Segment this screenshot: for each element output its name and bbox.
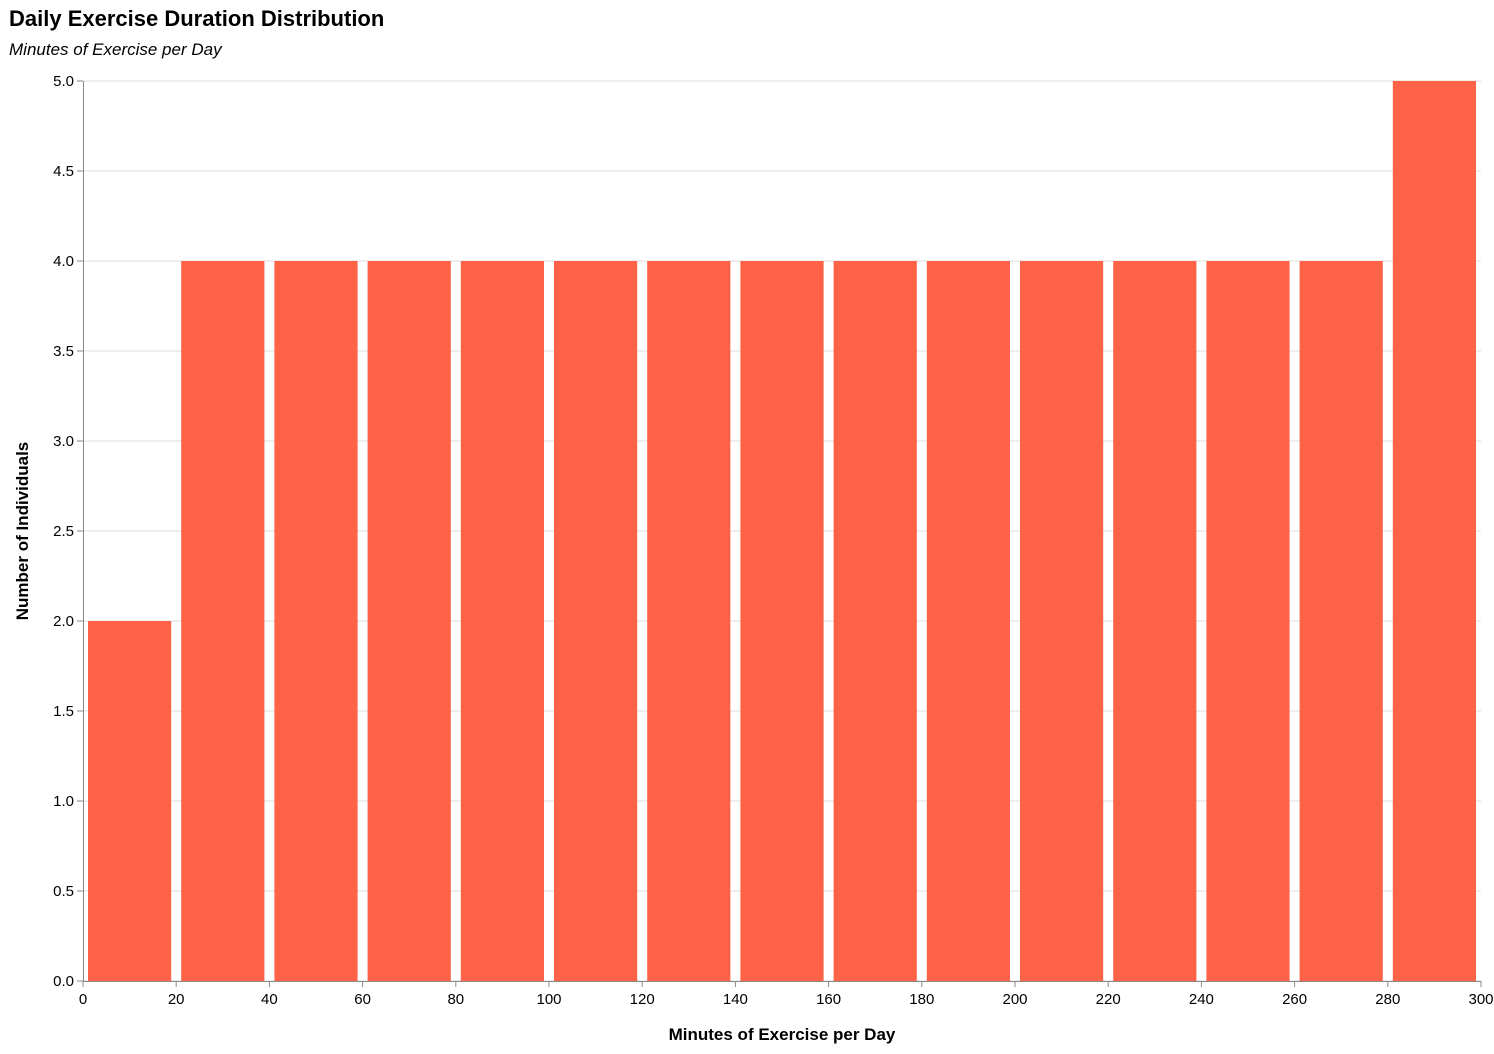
chart-subtitle: Minutes of Exercise per Day [9,40,222,59]
y-tick-label: 2.0 [53,613,74,630]
y-tick-label: 0.0 [53,973,74,990]
histogram-bar [460,261,544,981]
x-tick-label: 100 [536,991,561,1008]
histogram-bar [367,261,451,981]
histogram-bar [926,261,1010,981]
histogram-bar [88,621,172,981]
y-tick-label: 1.0 [53,793,74,810]
x-tick-label: 80 [447,991,464,1008]
x-tick-label: 300 [1468,991,1493,1008]
histogram-bar [647,261,731,981]
histogram-bar [1020,261,1104,981]
x-tick-label: 160 [816,991,841,1008]
histogram-bar [1206,261,1290,981]
y-tick-label: 5.0 [53,73,74,90]
x-tick-label: 220 [1096,991,1121,1008]
y-tick-label: 1.5 [53,703,74,720]
x-tick-label: 0 [79,991,87,1008]
histogram-bar [274,261,358,981]
y-tick-label: 3.0 [53,433,74,450]
x-tick-label: 240 [1189,991,1214,1008]
histogram-bar [1299,261,1383,981]
x-tick-label: 180 [909,991,934,1008]
x-tick-label: 120 [630,991,655,1008]
y-tick-label: 4.0 [53,253,74,270]
x-axis-title: Minutes of Exercise per Day [669,1025,896,1044]
histogram-bar [740,261,824,981]
x-tick-label: 260 [1282,991,1307,1008]
bars [88,81,1476,981]
x-tick-label: 40 [261,991,278,1008]
y-tick-label: 2.5 [53,523,74,540]
chart-title: Daily Exercise Duration Distribution [9,6,385,31]
histogram-bar [1113,261,1197,981]
x-tick-label: 200 [1002,991,1027,1008]
y-tick-label: 3.5 [53,343,74,360]
x-tick-label: 60 [354,991,371,1008]
histogram-bar [1392,81,1476,981]
histogram-bar [181,261,265,981]
y-tick-label: 0.5 [53,883,74,900]
y-tick-label: 4.5 [53,163,74,180]
x-tick-label: 280 [1375,991,1400,1008]
x-tick-label: 140 [723,991,748,1008]
x-tick-label: 20 [168,991,185,1008]
histogram-bar [833,261,917,981]
histogram-bar [554,261,638,981]
y-axis-title: Number of Individuals [13,442,32,621]
axes: 0.0 0.5 1.0 1.5 2.0 2.5 3.0 3.5 4.0 4.5 5.0 0 20 40 60… [53,73,1493,1008]
